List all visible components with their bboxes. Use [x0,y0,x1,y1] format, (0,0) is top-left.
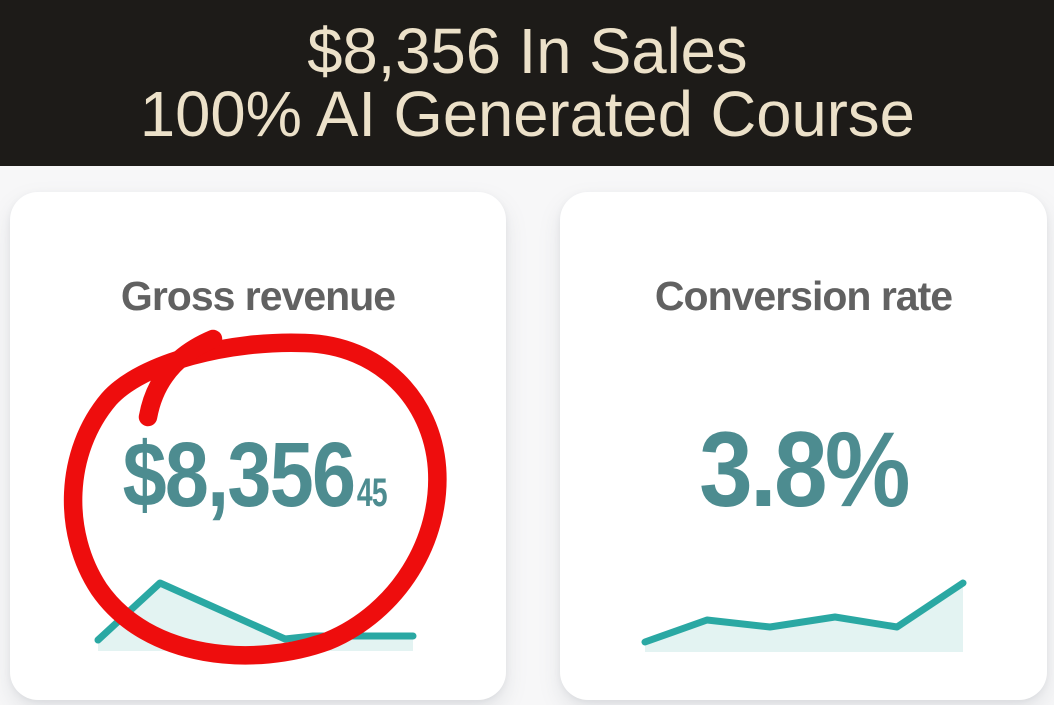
headline-line-2: 100% AI Generated Course [139,78,915,150]
gross-revenue-card: Gross revenue $8,35645 [10,192,506,700]
conversion-rate-card: Conversion rate 3.8% [560,192,1047,700]
headline-line-1: $8,356 In Sales [306,15,748,87]
conversion-rate-value: 3.8% [699,409,910,529]
gross-revenue-dollars: $8,356 [122,424,356,526]
gross-revenue-cents: 45 [356,471,388,515]
gross-revenue-sparkline [94,579,417,651]
gross-revenue-value: $8,35645 [45,429,472,521]
gross-revenue-title: Gross revenue [120,273,396,319]
conversion-rate-title: Conversion rate [654,273,953,319]
sparkline-line [641,579,967,646]
conversion-rate-sparkline [641,579,967,652]
sparkline-area-fill [645,583,963,652]
promo-header-banner: $8,356 In Sales 100% AI Generated Course [0,0,1054,166]
